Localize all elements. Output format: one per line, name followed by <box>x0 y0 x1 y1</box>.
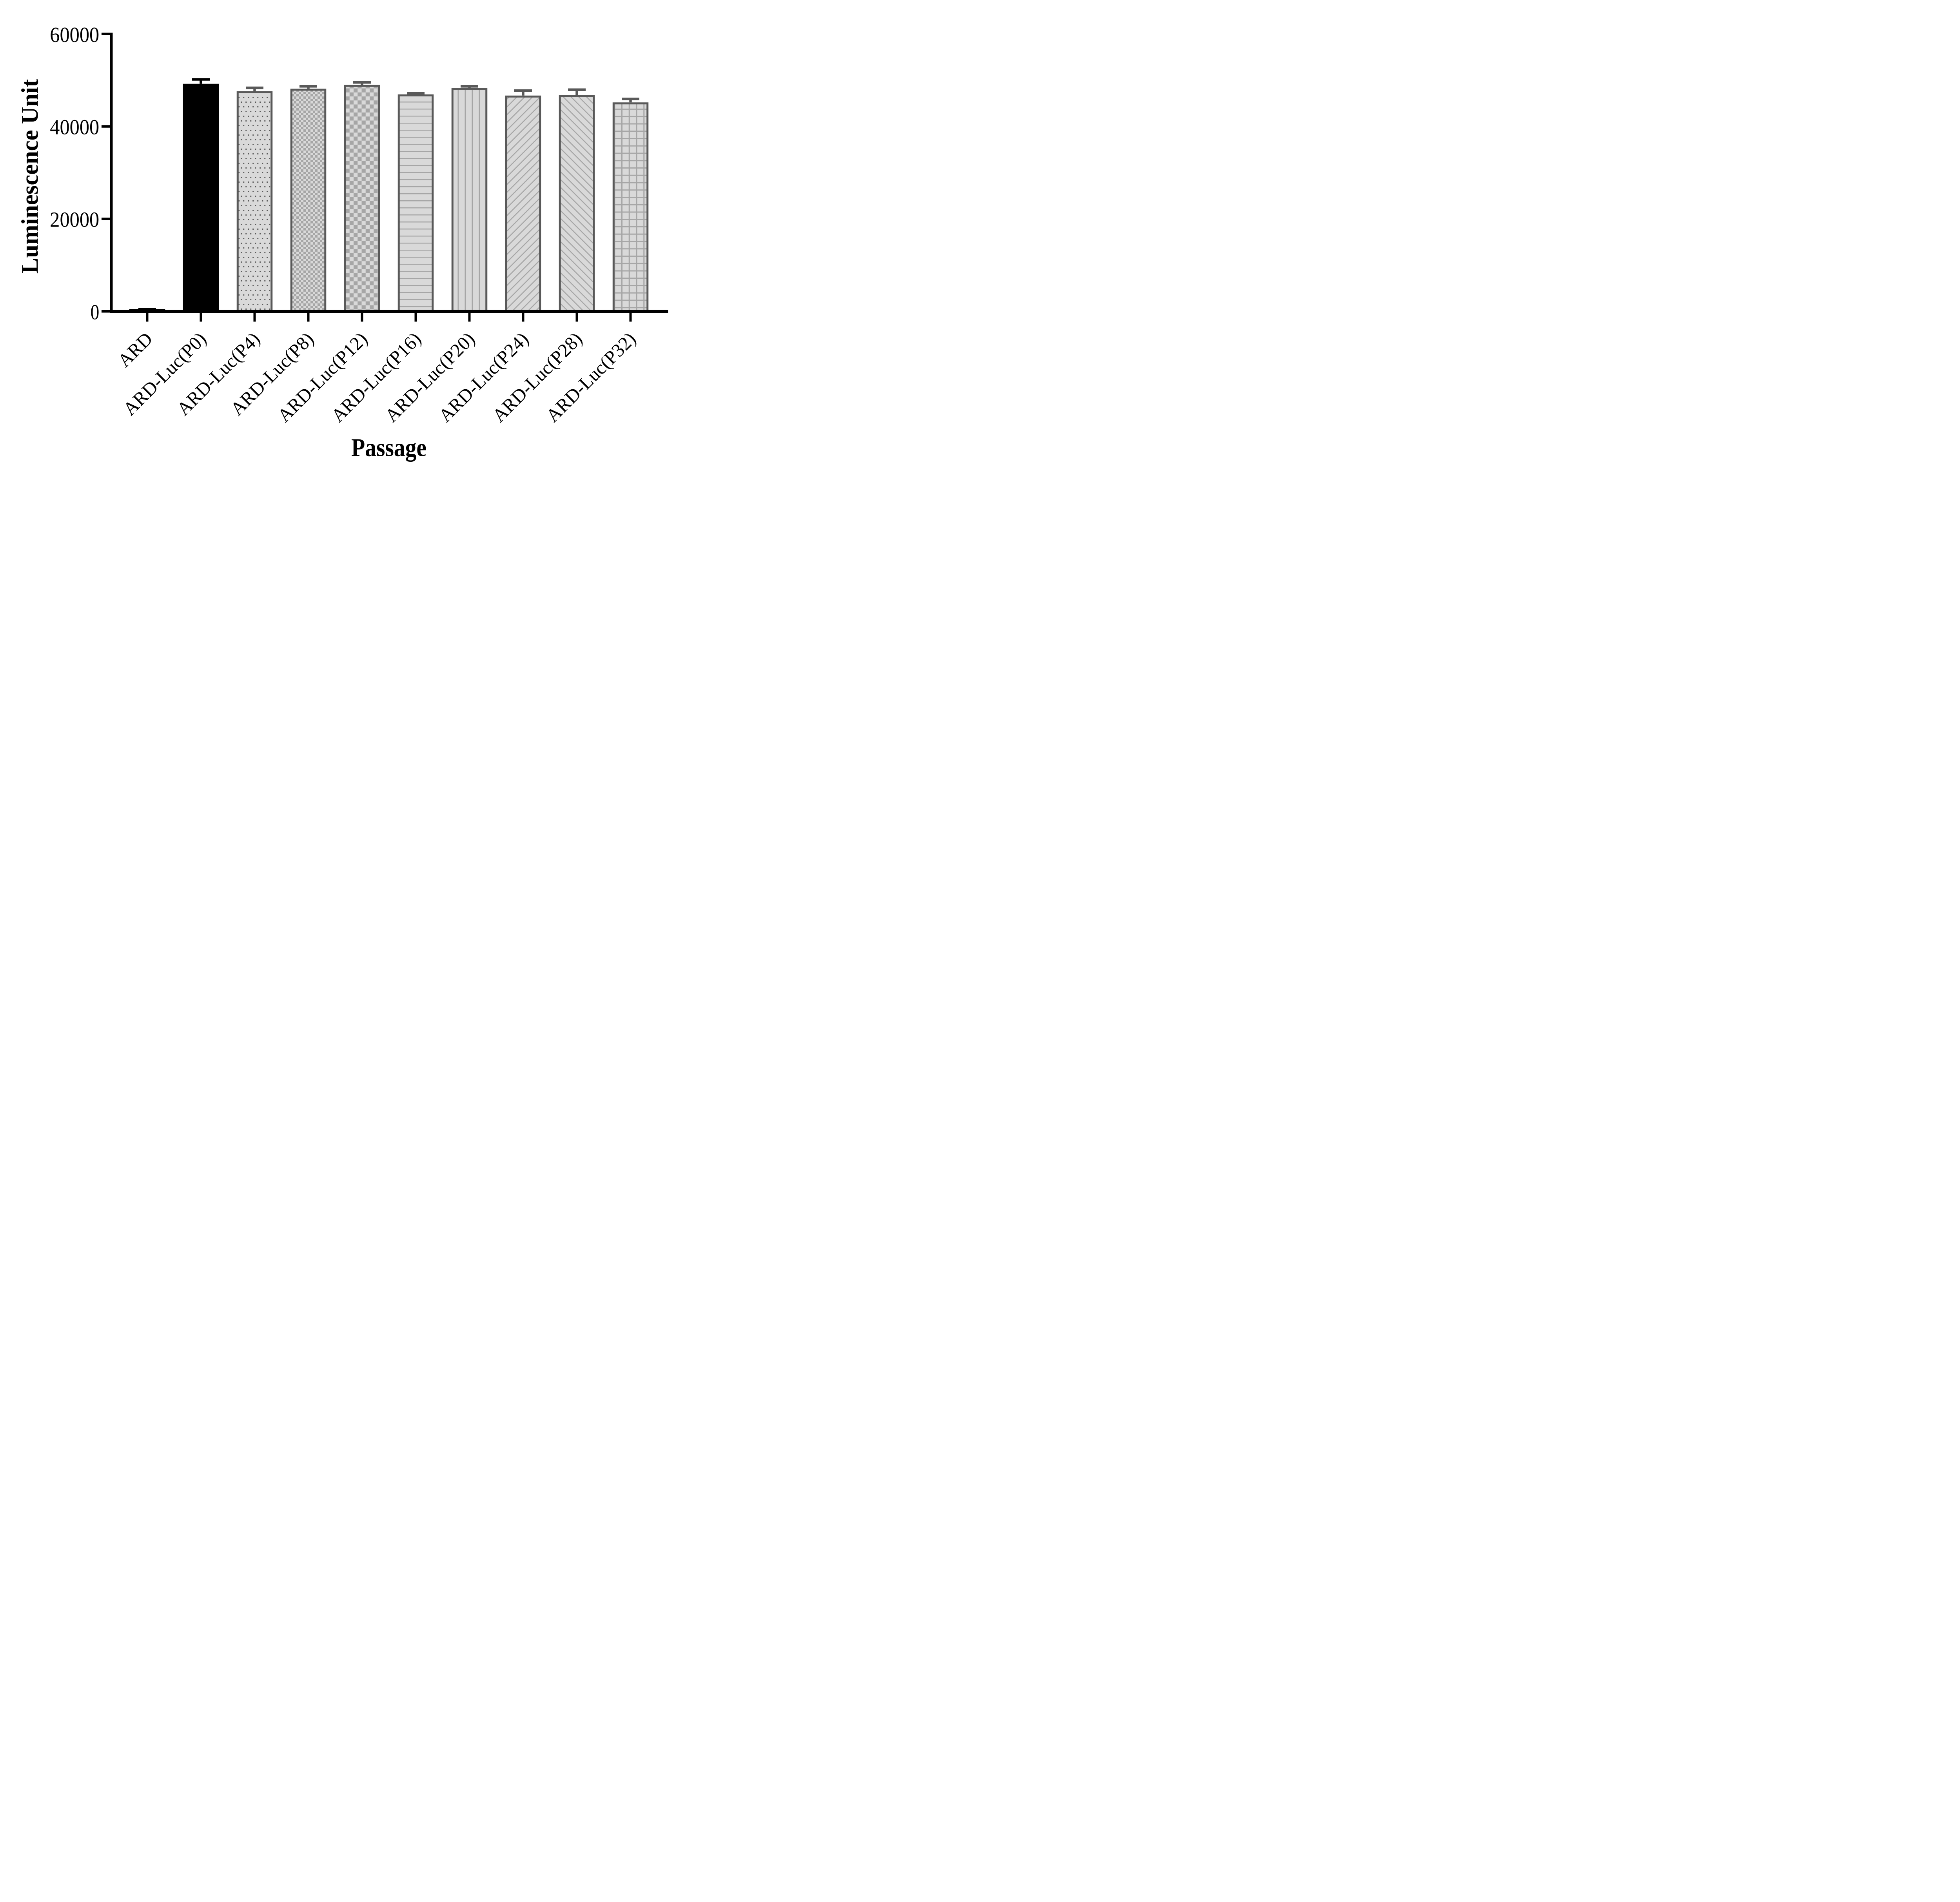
svg-text:Passage: Passage <box>351 433 426 462</box>
svg-text:0: 0 <box>91 300 100 324</box>
svg-text:Luminescence Unit: Luminescence Unit <box>17 79 44 274</box>
svg-text:40000: 40000 <box>50 116 99 140</box>
svg-text:60000: 60000 <box>50 23 99 47</box>
svg-text:20000: 20000 <box>50 208 99 232</box>
